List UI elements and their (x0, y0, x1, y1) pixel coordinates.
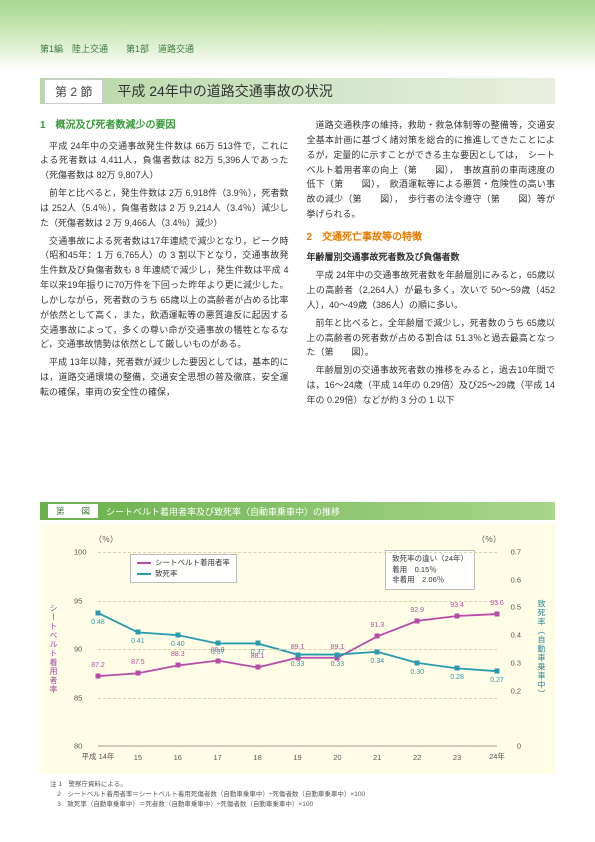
paragraph: 交通事故による死者数は17年連続で減少となり，ピーク時（昭和45年：1 万 6,… (40, 234, 289, 353)
data-point (96, 610, 101, 615)
note-line: 1 警察庁資料による。 (58, 781, 126, 788)
y-tick-left: 100 (74, 548, 87, 557)
data-label: 89.1 (291, 644, 305, 651)
x-tick: 20 (333, 753, 341, 762)
data-point (215, 658, 220, 663)
data-point (375, 634, 380, 639)
note-lead: 注 (50, 781, 57, 788)
x-tick: 16 (174, 753, 182, 762)
subheading: 年齢層別交通事故死者数及び負傷者数 (307, 250, 556, 265)
data-point (135, 671, 140, 676)
data-label: 0.30 (410, 669, 424, 676)
data-point (455, 666, 460, 671)
data-label: 0.40 (171, 641, 185, 648)
data-point (215, 641, 220, 646)
x-tick: 17 (214, 753, 222, 762)
y-unit-right: （％） (477, 534, 501, 545)
x-tick: 24年 (489, 751, 505, 762)
figure-notes: 注 1 警察庁資料による。 2 シートベルト着用者率＝シートベルト着用死傷者数（… (50, 780, 555, 809)
data-label: 91.3 (370, 622, 384, 629)
data-point (415, 618, 420, 623)
paragraph: 平成 24年中の交通事故発生件数は 66万 513件で，これによる死者数は 4,… (40, 139, 289, 184)
y-tick-left: 90 (74, 645, 82, 654)
paragraph: 前年と比べると，全年齢層で減少し，死者数のうち 65歳以上の高齢者の死者数が占め… (307, 316, 556, 361)
y-unit-left: （％） (94, 534, 118, 545)
data-point (415, 660, 420, 665)
body-columns: 1 概況及び死者数減少の要因 平成 24年中の交通事故発生件数は 66万 513… (40, 118, 555, 411)
data-label: 0.34 (370, 658, 384, 665)
data-label: 0.48 (91, 619, 105, 626)
x-tick: 18 (253, 753, 261, 762)
note-line: 2 シートベルト着用者率＝シートベルト着用死傷者数（自動車乗車中）÷死傷者数（自… (57, 791, 365, 798)
heading-2: 2 交通死亡事故等の特徴 (307, 230, 556, 247)
data-point (375, 649, 380, 654)
data-point (255, 665, 260, 670)
data-label: 0.27 (490, 677, 504, 684)
data-point (175, 663, 180, 668)
data-label: 87.5 (131, 659, 145, 666)
paragraph: 平成 24年中の交通事故死者数を年齢層別にみると，65歳以上の高齢者（2,264… (307, 268, 556, 313)
data-label: 0.37 (251, 649, 265, 656)
figure-title: シートベルト着用者率及び致死率（自動車乗車中）の推移 (106, 505, 340, 518)
figure-number: 第 図 (48, 504, 98, 518)
section-title-bar: 第 2 節 平成 24年中の道路交通事故の状況 (40, 78, 555, 104)
data-label: 87.2 (91, 662, 105, 669)
data-point (495, 669, 500, 674)
data-point (175, 633, 180, 638)
paragraph: 道路交通秩序の維持，救助・救急体制等の整備等，交通安全基本計画に基づく諸対策を総… (307, 118, 556, 222)
data-point (255, 641, 260, 646)
y-tick-left: 85 (74, 693, 82, 702)
data-label: 92.9 (410, 607, 424, 614)
top-gradient (0, 0, 595, 70)
y-tick-right: 0.2 (511, 686, 521, 695)
chart-area: （％） （％） シートベルト着用者率 致死率（自動車乗車中） シートベルト着用者… (40, 524, 555, 774)
data-point (295, 652, 300, 657)
y-tick-right: 0.4 (511, 631, 521, 640)
chart-plot: 8085909510000.20.30.40.50.60.7平成 14年1516… (98, 552, 497, 746)
data-point (455, 614, 460, 619)
data-label: 0.41 (131, 638, 145, 645)
data-label: 0.33 (291, 661, 305, 668)
data-label: 0.33 (331, 661, 345, 668)
axis-title-left: シートベルト着用者率 (48, 604, 59, 694)
x-tick: 21 (373, 753, 381, 762)
y-tick-left: 95 (74, 596, 82, 605)
data-label: 93.4 (450, 602, 464, 609)
x-tick: 22 (413, 753, 421, 762)
paragraph: 前年と比べると，発生件数は 2万 6,918件（3.9％），死者数は 252人（… (40, 186, 289, 231)
y-tick-left: 80 (74, 742, 82, 751)
x-tick: 平成 14年 (82, 751, 115, 762)
y-tick-right: 0 (517, 742, 521, 751)
data-point (335, 652, 340, 657)
data-label: 0.28 (450, 674, 464, 681)
paragraph: 年齢層別の交通事故死者数の推移をみると，過去10年間では，16～24歳（平成 1… (307, 363, 556, 408)
data-point (96, 674, 101, 679)
y-tick-right: 0.6 (511, 575, 521, 584)
data-point (495, 612, 500, 617)
data-point (135, 630, 140, 635)
breadcrumb: 第1編 陸上交通 第1部 道路交通 (40, 42, 194, 55)
x-tick: 19 (293, 753, 301, 762)
heading-1: 1 概況及び死者数減少の要因 (40, 118, 289, 135)
paragraph: 平成 13年以降，死者数が減少した要因としては，基本的には，道路交通環境の整備，… (40, 355, 289, 400)
data-label: 93.6 (490, 600, 504, 607)
y-tick-right: 0.7 (511, 548, 521, 557)
figure-title-bar: 第 図 シートベルト着用者率及び致死率（自動車乗車中）の推移 (40, 502, 555, 520)
section-number: 第 2 節 (44, 79, 103, 104)
note-line: 3 致死率（自動車乗車中）＝死者数（自動車乗車中）÷死傷者数（自動車乗車中）×1… (57, 801, 313, 808)
data-label: 89.1 (331, 644, 345, 651)
x-tick: 23 (453, 753, 461, 762)
data-label: 0.37 (211, 649, 225, 656)
axis-title-right: 致死率（自動車乗車中） (536, 600, 547, 699)
x-tick: 15 (134, 753, 142, 762)
section-title: 平成 24年中の道路交通事故の状況 (117, 81, 332, 101)
right-column: 道路交通秩序の維持，救助・救急体制等の整備等，交通安全基本計画に基づく諸対策を総… (307, 118, 556, 411)
left-column: 1 概況及び死者数減少の要因 平成 24年中の交通事故発生件数は 66万 513… (40, 118, 289, 411)
data-label: 88.3 (171, 651, 185, 658)
y-tick-right: 0.3 (511, 658, 521, 667)
y-tick-right: 0.5 (511, 603, 521, 612)
